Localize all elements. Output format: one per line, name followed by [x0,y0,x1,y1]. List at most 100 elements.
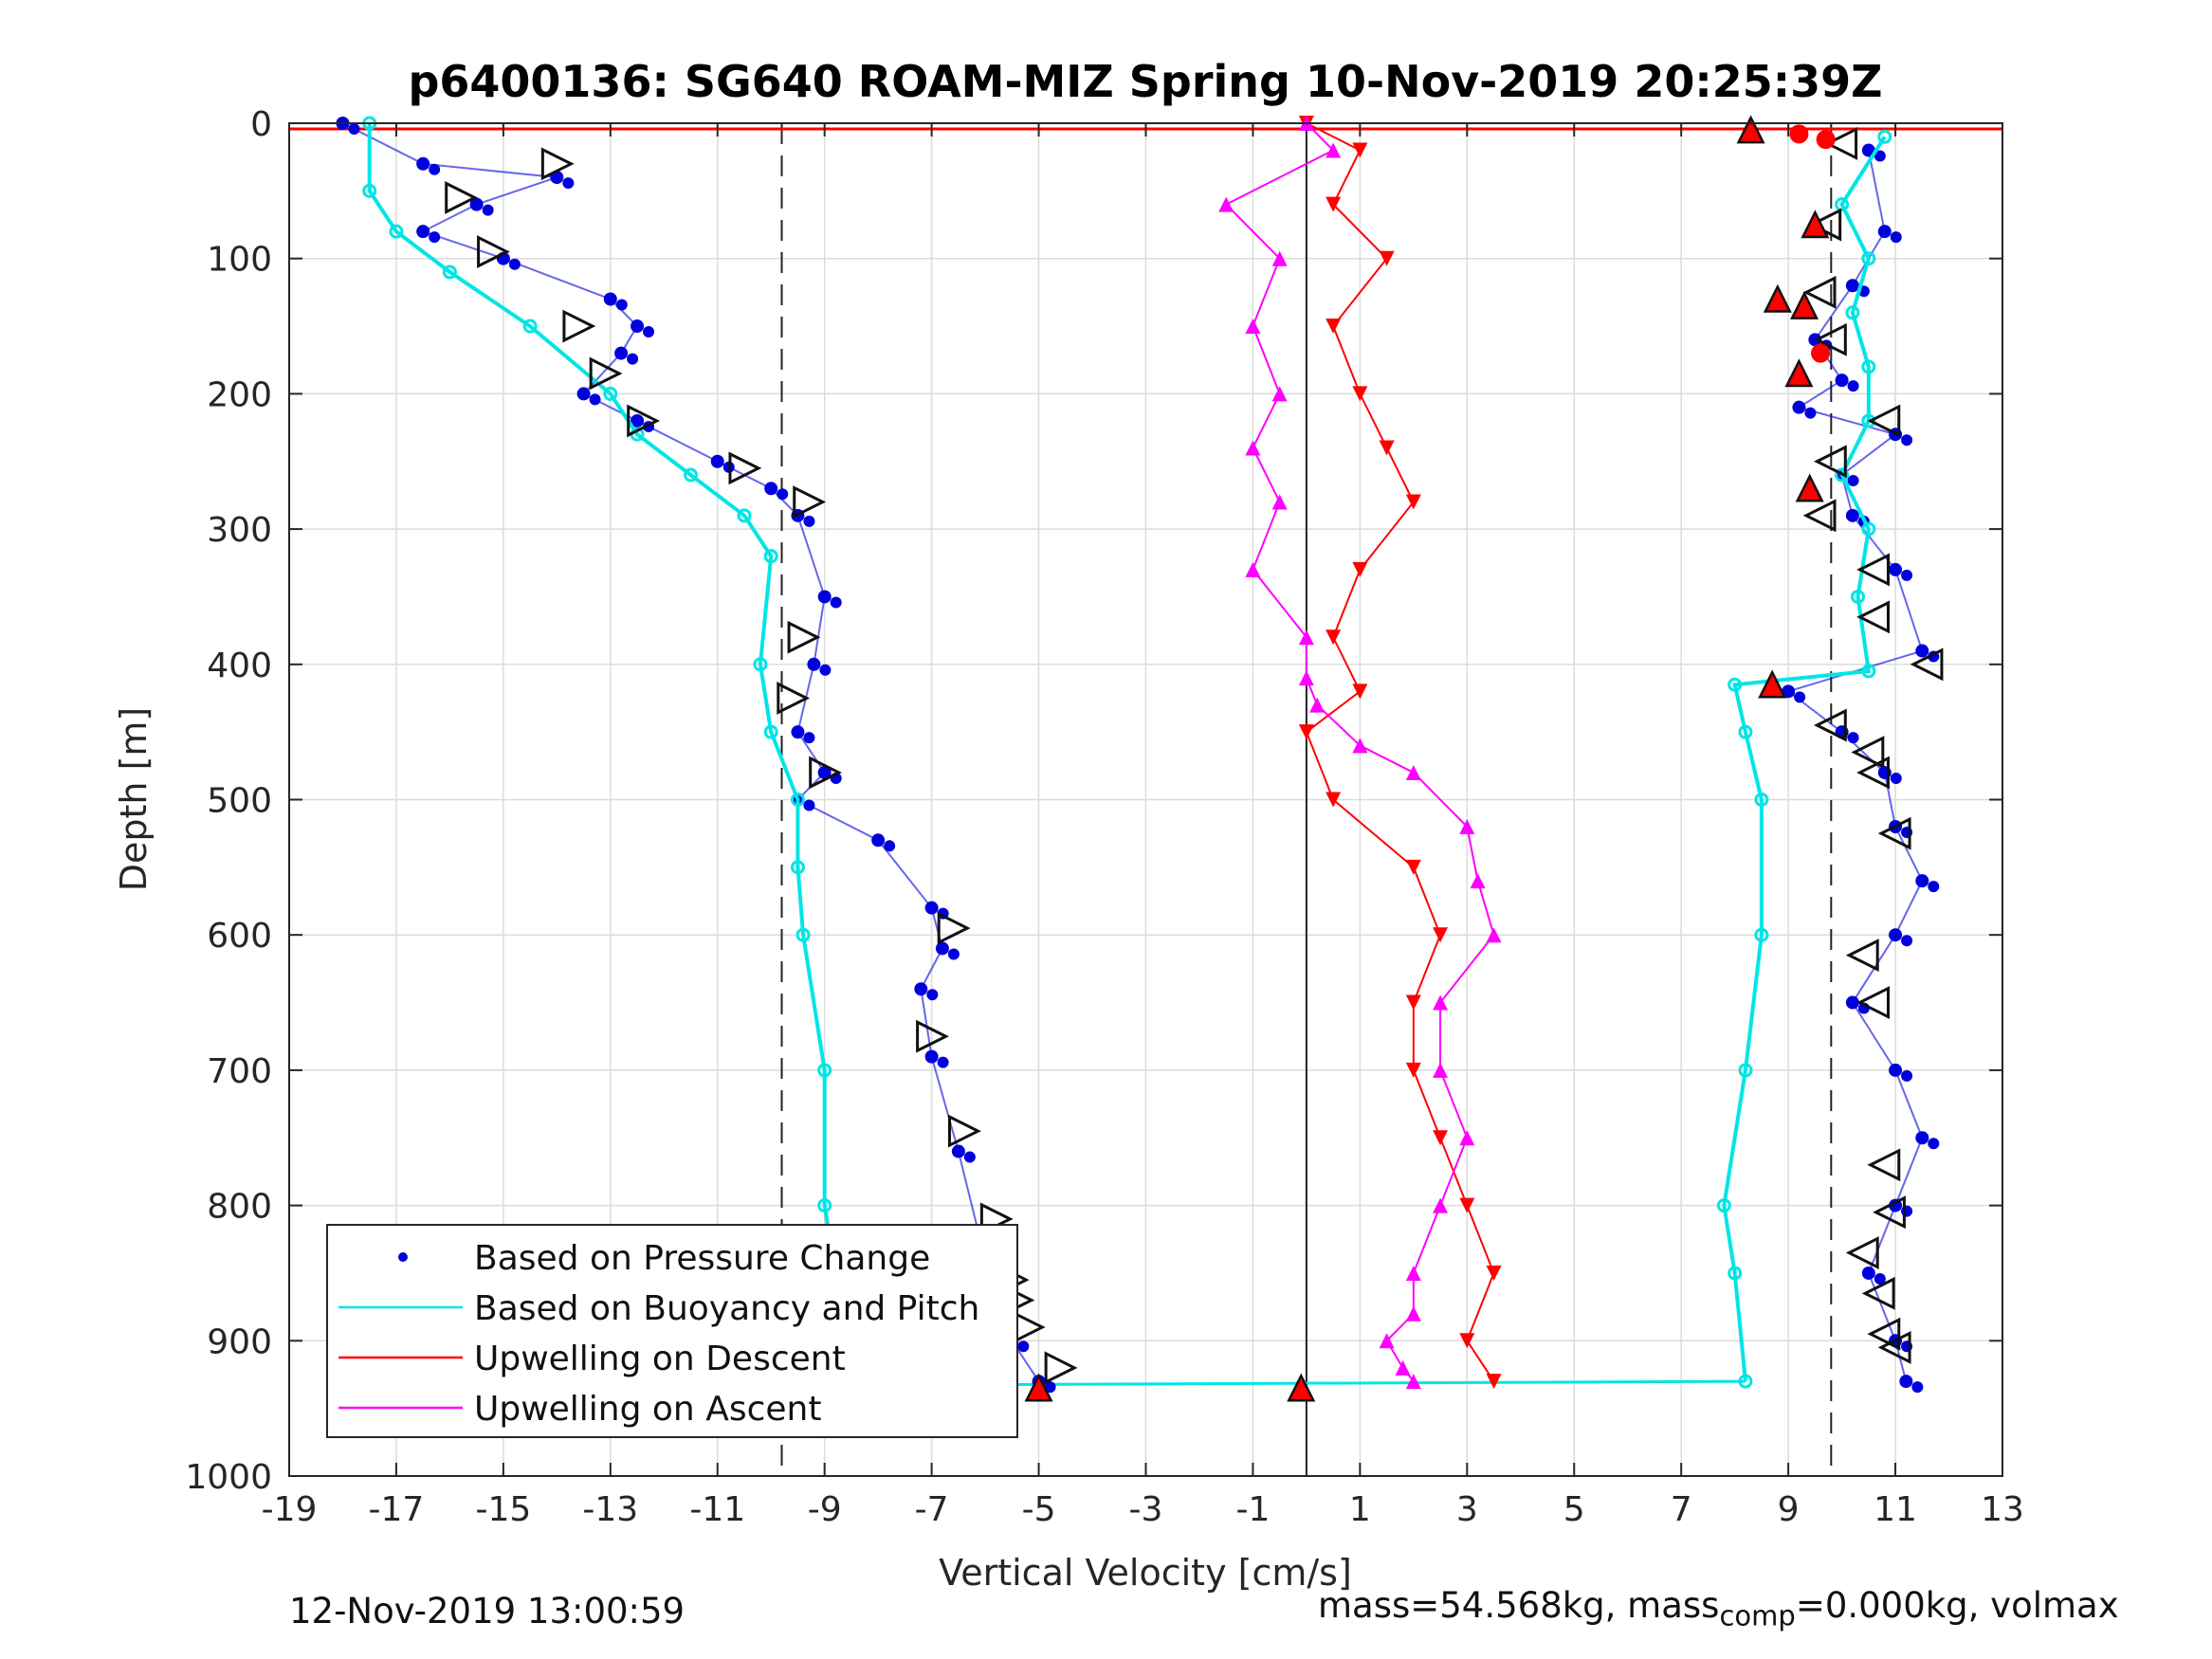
buoyancy-descent-point [790,793,805,807]
buoyancy-ascent-point [1835,197,1850,212]
chart-title: p6400136: SG640 ROAM-MIZ Spring 10-Nov-2… [408,56,1882,107]
pressure-ascent-point [1889,928,1903,942]
pressure-ascent-point [1890,772,1902,784]
buoyancy-descent-point [763,549,778,564]
red-triangle-marker [1763,283,1792,313]
descent-triangle-marker [777,682,811,715]
footer-timestamp: 12-Nov-2019 13:00:59 [289,1591,686,1632]
descent-triangle-marker [627,404,661,438]
pressure-descent-point [777,488,789,501]
upwelling-descent-point [1459,1333,1475,1349]
ascent-triangle-marker [1910,647,1944,682]
red-triangle-marker [1795,473,1824,502]
ascent-triangle-marker [1861,1276,1895,1310]
legend: Based on Pressure Change Based on Buoyanc… [326,1224,1018,1438]
ascent-triangle-marker [1845,939,1879,973]
upwelling-descent-point [1325,629,1342,646]
upwelling-ascent-point [1245,440,1261,456]
pressure-descent-point [348,123,360,135]
pressure-descent-point [429,163,441,175]
buoyancy-ascent-point [1738,724,1753,739]
buoyancy-descent-point [684,467,699,483]
upwelling-ascent-point [1352,738,1368,754]
buoyancy-ascent-point [1861,413,1876,428]
pressure-ascent-point [1901,434,1913,447]
legend-pressure-change-swatch [398,1252,408,1262]
ascent-triangle-marker [1856,553,1890,587]
legend-upwelling-ascent-label: Upwelling on Ascent [474,1390,821,1429]
pressure-descent-point [589,393,601,406]
pressure-ascent-point [1845,995,1859,1010]
descent-triangle-marker [477,235,510,268]
upwelling-ascent-line [1224,122,1495,1382]
upwelling-descent-point [1433,1130,1449,1146]
x-tick-label: -3 [1129,1490,1163,1529]
ascent-triangle-marker [1851,736,1885,769]
pressure-ascent-point [1861,1266,1875,1280]
upwelling-descent-point [1405,994,1421,1011]
pressure-ascent-point [1911,1381,1924,1394]
upwelling-descent-point [1352,386,1368,402]
pressure-descent-point [482,204,494,216]
pressure-descent-point [914,982,928,996]
upwelling-ascent-point [1271,386,1288,402]
pressure-ascent-point [1899,1375,1913,1389]
x-tick-label: -7 [915,1490,949,1529]
upwelling-ascent-point [1325,142,1342,158]
upwelling-descent-point [1325,196,1342,212]
pressure-ascent-point [1845,508,1859,522]
upwelling-ascent-point [1405,1305,1421,1322]
buoyancy-descent-point [790,860,805,875]
upwelling-ascent-point [1405,1265,1421,1281]
legend-box [326,1224,1018,1438]
descent-triangle-marker [937,911,971,945]
ascent-triangle-marker [1813,708,1847,742]
legend-pressure-change-label: Based on Pressure Change [474,1239,930,1278]
legend-buoyancy-pitch-label: Based on Buoyancy and Pitch [474,1289,979,1328]
pressure-descent-point [817,590,832,604]
upwelling-ascent-point [1298,670,1314,686]
pressure-ascent-point [1874,150,1886,162]
pressure-ascent-point [1877,225,1892,239]
upwelling-descent-point [1352,684,1368,700]
ascent-triangle-marker [1873,1195,1906,1230]
pressure-descent-point [803,732,815,744]
ascent-triangle-marker [1813,445,1847,479]
ascent-triangle-marker [1867,404,1901,438]
ascent-triangle-marker [1802,499,1837,533]
ascent-triangle-marker [1813,322,1847,356]
descent-triangle-marker [809,756,843,790]
ascent-triangle-marker [1824,126,1858,160]
descent-triangle-marker [562,309,596,343]
x-tick-label: 9 [1778,1490,1800,1529]
descent-triangle-marker [916,1019,949,1053]
buoyancy-descent-point [817,1063,832,1078]
buoyancy-descent-point [763,724,778,739]
upwelling-ascent-point [1218,196,1234,212]
pressure-descent-point [429,231,441,244]
descent-triangle-marker [540,147,575,181]
buoyancy-ascent-point [1754,793,1769,807]
upwelling-descent-point [1486,1374,1502,1390]
pressure-descent-point [631,319,645,334]
upwelling-descent-point [1325,319,1342,335]
buoyancy-ascent-point [1754,927,1769,942]
pressure-descent-point [416,225,430,239]
pressure-descent-point [935,941,949,956]
x-tick-label: -5 [1022,1490,1056,1529]
pressure-ascent-point [1901,1069,1913,1082]
mass-subscript: comp [1719,1599,1796,1632]
y-tick-label: 500 [207,782,272,821]
descent-triangle-marker [948,1114,981,1148]
red-triangle-marker [1801,210,1830,239]
pressure-ascent-point [1928,1138,1940,1150]
pressure-descent-point [791,725,805,739]
buoyancy-ascent-point [1738,1063,1753,1078]
pressure-ascent-point [1889,1063,1903,1077]
upwelling-ascent-point [1271,250,1288,266]
pressure-descent-point [416,156,430,171]
upwelling-descent-point [1486,1265,1502,1281]
red-circle-marker [1811,343,1831,363]
y-tick-label: 1000 [185,1458,272,1497]
buoyancy-descent-point [795,927,811,942]
